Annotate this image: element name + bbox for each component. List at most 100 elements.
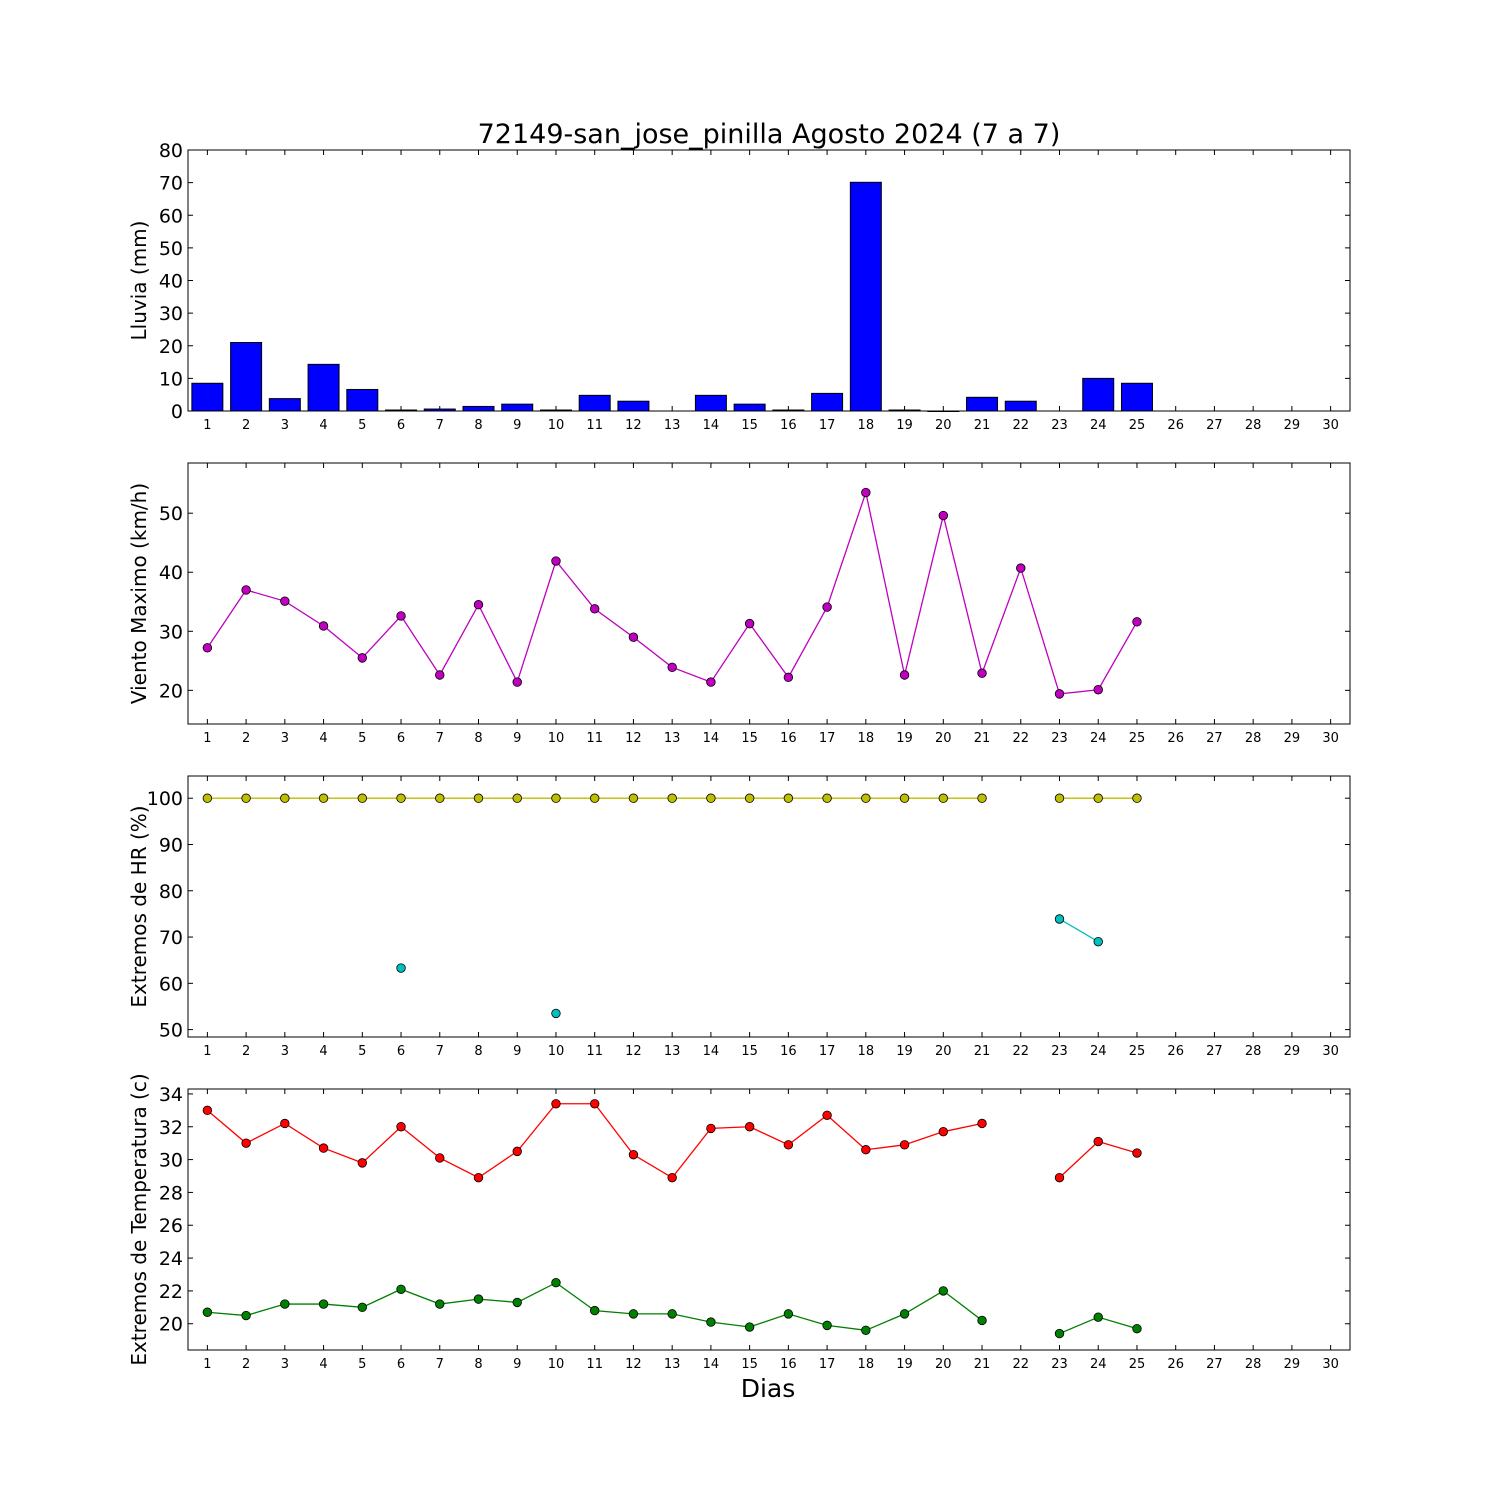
bar [733,403,766,412]
bar [462,405,495,412]
x-tick-label: 2 [242,418,250,433]
x-tick-label: 15 [741,1044,758,1059]
data-point [551,1277,561,1288]
data-point [318,1143,329,1153]
x-tick-label: 7 [436,1357,444,1372]
x-tick-label: 10 [548,1357,565,1372]
bar [888,409,921,412]
x-tick-label: 5 [358,1357,366,1372]
data-point [822,793,832,803]
y-tick-label: 40 [159,562,183,584]
y-axis-label: Viento Maximo (km/h) [127,483,151,704]
x-tick-label: 23 [1051,1357,1068,1372]
x-tick-label: 6 [397,1357,405,1372]
data-point [1016,563,1026,573]
x-tick-label: 26 [1167,731,1184,746]
y-tick-label: 50 [159,1020,183,1042]
data-point [202,643,213,653]
x-tick-label: 1 [203,1044,211,1059]
x-tick-label: 7 [436,1044,444,1059]
data-point [1054,1172,1065,1183]
bar [1082,377,1115,412]
y-tick-label: 10 [159,368,183,390]
x-tick-label: 25 [1129,1357,1146,1372]
data-point [899,1140,910,1150]
data-point [977,1315,987,1326]
x-tick-label: 20 [935,1044,952,1059]
x-tick-label: 22 [1012,418,1029,433]
data-point [202,793,213,803]
x-tick-label: 3 [281,418,289,433]
data-point [744,618,755,629]
data-point [1093,936,1103,947]
x-tick-label: 18 [858,731,875,746]
data-point [318,621,329,631]
y-tick-label: 22 [159,1281,183,1303]
x-tick-label: 5 [358,1044,366,1059]
x-tick-label: 7 [436,418,444,433]
data-point [938,510,949,521]
x-tick-label: 12 [625,1044,642,1059]
x-tick-label: 13 [664,731,681,746]
x-tick-label: 18 [858,1357,875,1372]
y-tick-label: 90 [159,834,183,856]
data-point [590,1099,600,1109]
y-tick-label: 50 [159,238,183,260]
x-tick-label: 11 [586,1044,603,1059]
bar [423,408,456,412]
bar [1120,382,1153,412]
x-tick-label: 29 [1284,1044,1301,1059]
x-tick-label: 15 [741,731,758,746]
y-tick-label: 60 [159,973,183,995]
data-point [473,600,484,610]
x-tick-label: 22 [1012,1357,1029,1372]
data-point [706,1317,716,1327]
data-point [1093,685,1103,695]
x-tick-label: 26 [1167,1357,1184,1372]
data-point [1093,1136,1103,1147]
x-tick-label: 7 [436,731,444,746]
data-point [822,602,832,612]
x-tick-label: 24 [1090,1357,1107,1372]
data-point [473,1294,484,1304]
x-tick-label: 27 [1206,1044,1223,1059]
data-point [241,1138,251,1148]
data-point [551,1008,561,1019]
x-tick-label: 25 [1129,418,1146,433]
x-tick-label: 8 [474,418,482,433]
data-point [280,793,290,803]
x-tick-label: 21 [974,1357,991,1372]
x-tick-label: 14 [703,1357,720,1372]
data-point [706,1123,716,1134]
x-tick-label: 17 [819,1044,836,1059]
data-point [1054,793,1065,803]
x-tick-label: 13 [664,1357,681,1372]
x-tick-label: 3 [281,1357,289,1372]
bar [849,181,882,412]
x-tick-label: 25 [1129,1044,1146,1059]
x-tick-label: 10 [548,731,565,746]
x-tick-label: 26 [1167,1044,1184,1059]
data-point [435,793,445,803]
x-tick-label: 13 [664,418,681,433]
bar [230,341,263,412]
y-tick-label: 20 [159,336,183,358]
x-tick-label: 9 [513,1357,521,1372]
x-tick-label: 21 [974,418,991,433]
x-tick-label: 4 [319,1044,327,1059]
data-point [706,677,716,687]
data-point [473,793,484,803]
x-tick-label: 4 [319,418,327,433]
y-tick-label: 50 [159,503,183,525]
series-line-2 [1059,918,1099,943]
data-point [977,1118,987,1129]
data-point [357,653,368,663]
x-tick-label: 11 [586,1357,603,1372]
x-tick-label: 9 [513,1044,521,1059]
x-tick-label: 6 [397,731,405,746]
data-point [1054,689,1065,699]
x-tick-label: 3 [281,731,289,746]
x-tick-label: 26 [1167,418,1184,433]
data-point [280,596,290,606]
bar [1004,400,1037,412]
